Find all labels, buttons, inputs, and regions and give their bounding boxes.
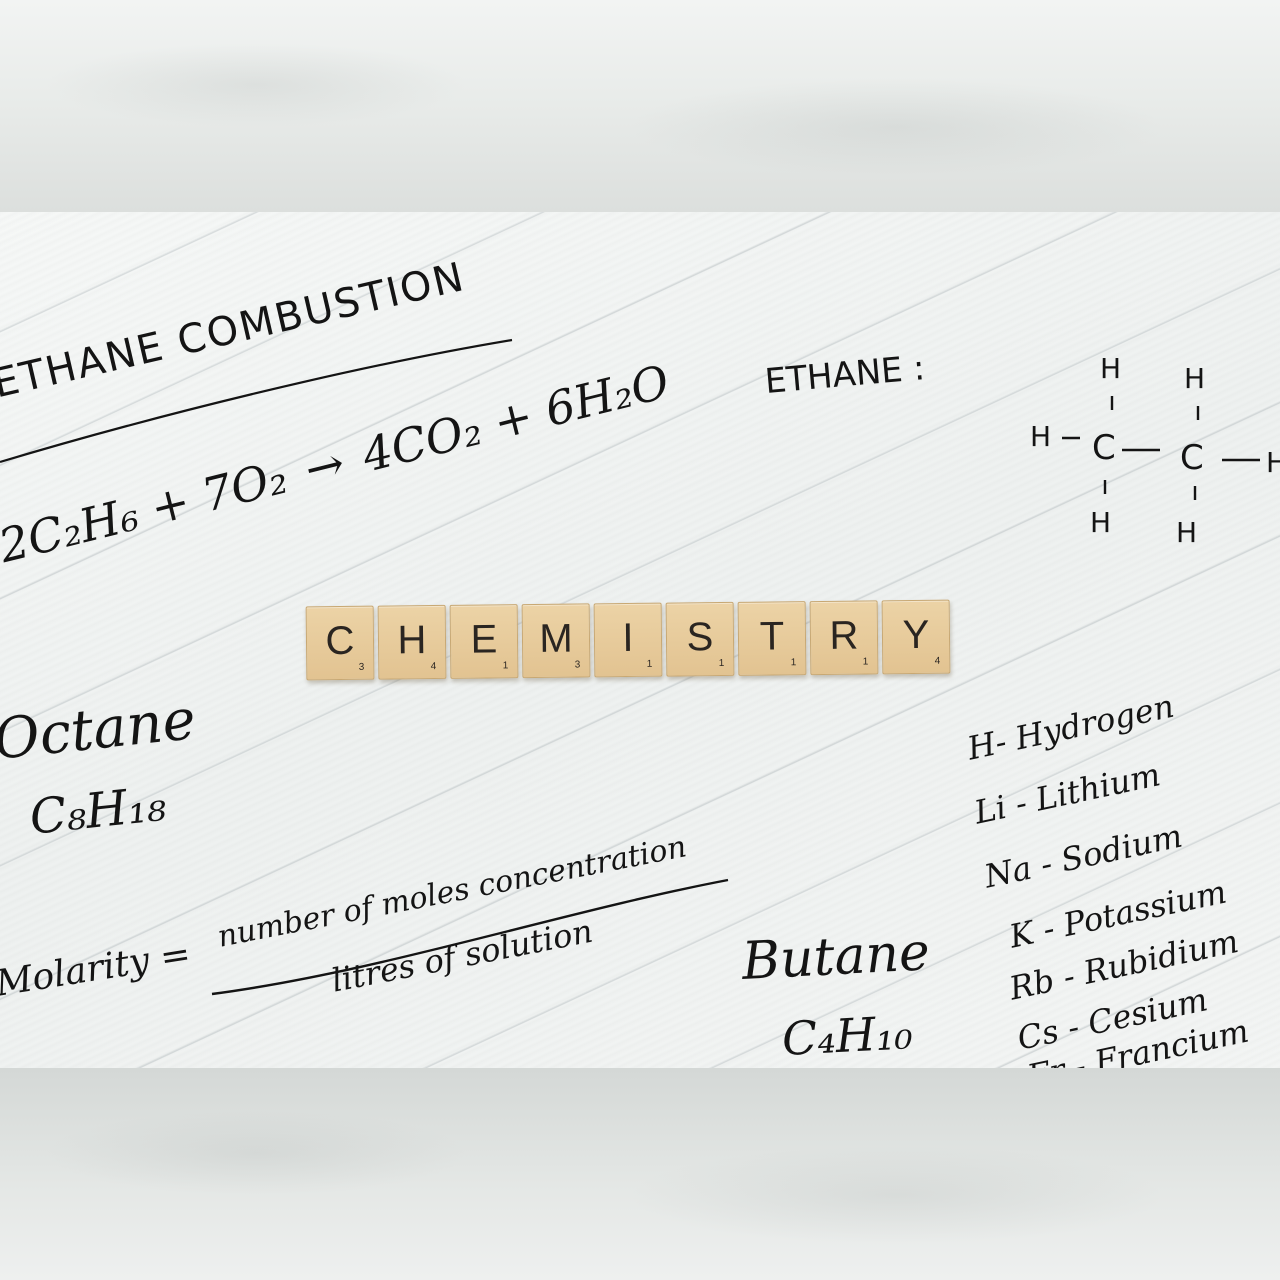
element-list-item: H- Hydrogen <box>964 686 1178 768</box>
atom-h: H <box>1176 516 1198 549</box>
atom-h: H <box>1266 446 1280 479</box>
atom-h: H <box>1100 352 1122 385</box>
ethane-structure: H H H C C H H H <box>0 212 1280 1068</box>
atom-h: H <box>1090 506 1112 539</box>
atom-h: H <box>1030 420 1052 453</box>
element-list: H- Hydrogen Li - Lithium Na - Sodium K -… <box>0 212 1280 1068</box>
whiteboard-photo: ETHANE COMBUSTION 2C₂H₆ + 7O₂ → 4CO₂ + 6… <box>0 212 1280 1068</box>
element-list-item: Li - Lithium <box>971 755 1164 832</box>
atom-h: H <box>1184 362 1206 395</box>
atom-c: C <box>1092 428 1116 468</box>
blurred-backdrop-bottom <box>0 1068 1280 1280</box>
blurred-backdrop-top <box>0 0 1280 212</box>
atom-c: C <box>1180 438 1204 478</box>
element-list-item: Na - Sodium <box>981 816 1186 896</box>
